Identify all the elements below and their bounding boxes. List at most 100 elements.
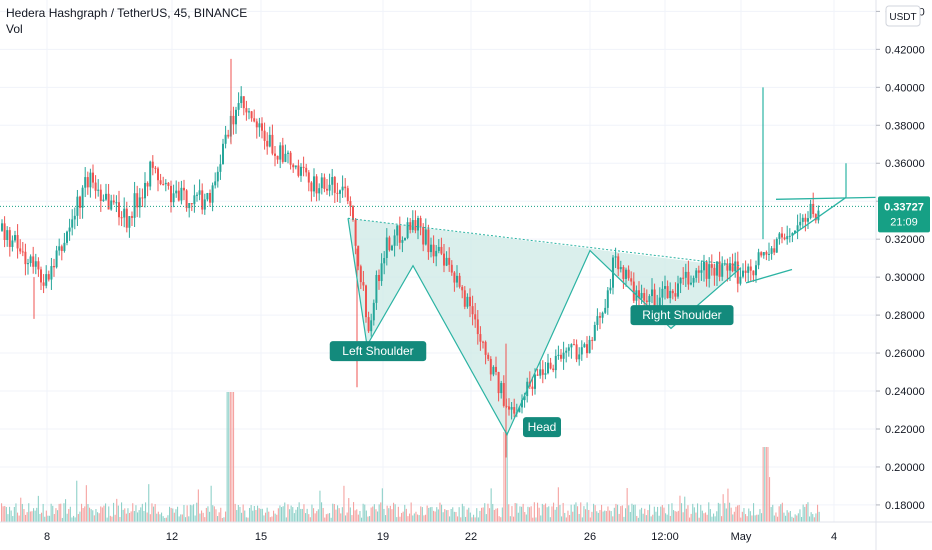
volume-bar xyxy=(585,509,587,522)
volume-bar xyxy=(692,503,694,522)
volume-bar xyxy=(394,504,396,522)
volume-bar xyxy=(383,508,385,522)
volume-bar xyxy=(727,488,729,522)
price-tick-label: 0.36000 xyxy=(885,158,925,170)
candle-body xyxy=(136,193,139,208)
label-text: Head xyxy=(528,420,557,434)
volume-bar xyxy=(153,506,155,522)
volume-bar xyxy=(796,515,798,522)
volume-bar xyxy=(674,511,676,522)
volume-bar xyxy=(391,509,393,522)
volume-bar xyxy=(498,516,500,522)
candle-body xyxy=(570,344,573,348)
volume-bar xyxy=(618,513,620,522)
candle-body xyxy=(45,274,48,286)
volume-bar xyxy=(601,504,603,522)
pattern-labels[interactable]: Left Shoulder Head Right Shoulder xyxy=(329,305,734,438)
candle-body xyxy=(770,248,773,254)
volume-bar xyxy=(95,509,97,522)
candle-body xyxy=(320,177,323,189)
volume-bar xyxy=(212,505,214,522)
volume-bar xyxy=(679,495,681,522)
volume-bar xyxy=(733,511,735,522)
volume-bar xyxy=(677,510,679,522)
candle-body xyxy=(466,296,469,307)
candle-body xyxy=(531,386,534,389)
volume-bar xyxy=(761,513,763,522)
candle-body xyxy=(664,286,666,289)
volume-bar xyxy=(695,512,697,522)
candle-body xyxy=(705,261,708,279)
pattern-overlay[interactable] xyxy=(347,87,877,437)
volume-bar xyxy=(346,512,348,522)
volume-bar xyxy=(148,484,150,522)
volume-bar xyxy=(399,516,401,522)
candle-body xyxy=(365,285,367,318)
head-and-shoulders-pattern[interactable] xyxy=(348,218,741,435)
candle-body xyxy=(679,277,682,284)
candle-body xyxy=(185,190,188,209)
volume-bar xyxy=(137,512,139,522)
volume-bar xyxy=(709,509,711,522)
volume-bar xyxy=(357,514,359,522)
time-tick-label: 8 xyxy=(44,531,50,543)
volume-bar xyxy=(241,512,243,522)
volume-bar xyxy=(631,503,633,522)
currency-text: USDT xyxy=(889,12,916,23)
volume-bar xyxy=(50,503,52,522)
candle-body xyxy=(799,221,802,226)
volume-bar xyxy=(114,514,116,522)
volume-bar xyxy=(789,510,791,522)
volume-bar xyxy=(68,508,70,522)
volume-bar xyxy=(268,511,270,522)
candle-body xyxy=(495,366,497,373)
candle-body xyxy=(497,372,500,394)
volume-bar xyxy=(41,512,43,522)
candle-body xyxy=(547,362,549,374)
volume-bar xyxy=(277,508,279,522)
symbol-title[interactable]: Hedera Hashgraph / TetherUS, 45, BINANCE xyxy=(6,6,248,20)
candle-body xyxy=(541,369,544,375)
volume-bar xyxy=(801,516,803,522)
candle-body xyxy=(723,263,726,265)
volume-bar xyxy=(802,504,804,522)
candle-body xyxy=(794,230,796,234)
volume-bar xyxy=(191,505,193,522)
candle-body xyxy=(747,266,750,273)
candle-body xyxy=(622,267,625,279)
candle-body xyxy=(107,193,110,210)
candle-body xyxy=(16,235,19,249)
volume-bar xyxy=(719,503,721,522)
candle-body xyxy=(333,177,336,193)
volume-bar xyxy=(610,511,612,522)
volume-bar xyxy=(785,515,787,522)
label-box xyxy=(329,341,427,362)
volume-bar xyxy=(385,515,387,522)
volume-bar xyxy=(162,516,164,522)
volume-bar xyxy=(375,509,377,522)
candle-body xyxy=(276,155,279,160)
candle-body xyxy=(398,225,401,243)
volume-bar xyxy=(641,507,643,522)
volume-bar xyxy=(524,512,526,522)
candle-body xyxy=(518,407,521,413)
volume-bar xyxy=(185,517,187,522)
volume-bar xyxy=(476,508,478,522)
volume-bar xyxy=(402,511,404,522)
candle-body xyxy=(427,229,430,253)
candle-body xyxy=(414,220,417,231)
volume-bar xyxy=(463,506,465,522)
candle-body xyxy=(120,217,123,219)
volume-bar xyxy=(289,509,291,522)
currency-badge: USDT xyxy=(885,5,921,27)
volume-bar xyxy=(581,517,583,522)
neckline xyxy=(347,217,742,267)
candle-body xyxy=(448,257,451,265)
candle-body xyxy=(237,103,240,110)
candle-body xyxy=(271,134,274,154)
candle-body xyxy=(807,218,809,222)
volume-bar xyxy=(175,509,177,522)
volume-bar xyxy=(535,517,537,522)
volume-indicator-label[interactable]: Vol xyxy=(6,22,23,36)
